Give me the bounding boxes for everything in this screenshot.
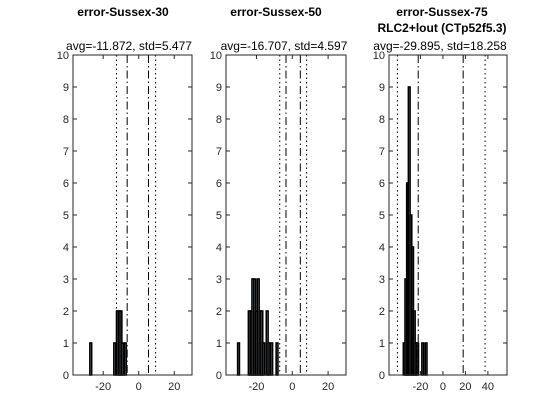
y-tick-label: 0 bbox=[216, 370, 222, 382]
histogram-bar bbox=[123, 342, 128, 376]
panel1-title: error-Sussex-30 bbox=[77, 5, 169, 19]
histogram-bar bbox=[261, 342, 266, 376]
y-tick-label: 4 bbox=[63, 242, 69, 254]
y-tick-label: 1 bbox=[63, 338, 69, 350]
y-tick-label: 3 bbox=[216, 274, 222, 286]
histogram-bar bbox=[267, 342, 271, 376]
y-tick-label: 10 bbox=[210, 50, 222, 62]
histogram-bar bbox=[269, 342, 274, 376]
x-tick-label: 20 bbox=[168, 381, 180, 393]
y-tick-label: 3 bbox=[379, 274, 385, 286]
panel3-title-line2: RLC2+lout (CTp52f5.3) bbox=[377, 21, 506, 35]
histogram-bar bbox=[424, 342, 428, 376]
y-tick-label: 5 bbox=[216, 210, 222, 222]
x-tick-label: 0 bbox=[440, 381, 446, 393]
panel3-title: error-Sussex-75 bbox=[396, 5, 488, 19]
y-tick-label: 7 bbox=[63, 146, 69, 158]
y-tick-label: 3 bbox=[63, 274, 69, 286]
panel2-subtitle: avg=-16.707, std=4.597 bbox=[221, 39, 348, 53]
histogram-panel-1: 0 1 2 3 4 5 6 7 8 9 10 -20 0 20 bbox=[57, 50, 193, 393]
x-tick-label: 20 bbox=[322, 381, 334, 393]
y-tick-label: 9 bbox=[216, 82, 222, 94]
y-tick-label: 5 bbox=[379, 210, 385, 222]
y-tick-label: 7 bbox=[216, 146, 222, 158]
y-tick-label: 9 bbox=[379, 82, 385, 94]
panel2-title: error-Sussex-50 bbox=[230, 5, 322, 19]
y-tick-label: 6 bbox=[216, 178, 222, 190]
y-tick-label: 10 bbox=[373, 50, 385, 62]
y-tick-label: 4 bbox=[379, 242, 385, 254]
y-tick-label: 4 bbox=[216, 242, 222, 254]
x-tick-label: -20 bbox=[248, 381, 264, 393]
y-tick-label: 2 bbox=[63, 306, 69, 318]
y-tick-label: 6 bbox=[63, 178, 69, 190]
y-tick-label: 1 bbox=[216, 338, 222, 350]
histogram-bar bbox=[89, 342, 93, 376]
y-tick-label: 0 bbox=[379, 370, 385, 382]
x-tick-label: 0 bbox=[136, 381, 142, 393]
y-tick-label: 2 bbox=[216, 306, 222, 318]
x-tick-label: 40 bbox=[482, 381, 494, 393]
y-tick-label: 0 bbox=[63, 370, 69, 382]
panel1-subtitle: avg=-11.872, std=5.477 bbox=[66, 39, 192, 53]
histogram-bar bbox=[236, 342, 241, 376]
x-tick-label: -20 bbox=[413, 381, 429, 393]
y-tick-label: 8 bbox=[63, 114, 69, 126]
x-tick-label: 0 bbox=[289, 381, 295, 393]
y-tick-label: 10 bbox=[57, 50, 69, 62]
x-tick-label: 20 bbox=[459, 381, 471, 393]
y-tick-label: 5 bbox=[63, 210, 69, 222]
panel3-subtitle: avg=-29.895, std=18.258 bbox=[373, 39, 507, 53]
y-tick-label: 8 bbox=[216, 114, 222, 126]
histogram-panel-2: 0 1 2 3 4 5 6 7 8 9 10 -20 0 20 bbox=[210, 50, 347, 393]
y-tick-label: 8 bbox=[379, 114, 385, 126]
y-tick-label: 9 bbox=[63, 82, 69, 94]
histogram-bar bbox=[121, 342, 125, 376]
y-tick-label: 7 bbox=[379, 146, 385, 158]
y-tick-label: 6 bbox=[379, 178, 385, 190]
x-tick-label: -20 bbox=[95, 381, 111, 393]
histogram-bar bbox=[421, 342, 425, 376]
histogram-bar bbox=[113, 342, 117, 376]
y-tick-label: 1 bbox=[379, 338, 385, 350]
axes-box bbox=[72, 54, 193, 376]
y-tick-label: 2 bbox=[379, 306, 385, 318]
histogram-bar bbox=[275, 342, 279, 376]
histogram-panel-3: 0 1 2 3 4 5 6 7 8 9 10 -20 0 20 40 bbox=[373, 50, 508, 393]
